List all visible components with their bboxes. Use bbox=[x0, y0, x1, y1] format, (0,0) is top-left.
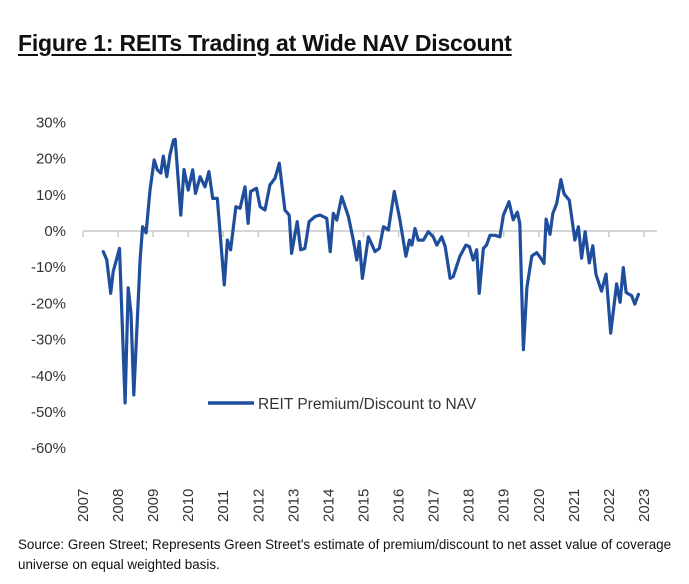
y-tick-label: -40% bbox=[31, 368, 66, 385]
x-tick-label: 2022 bbox=[601, 489, 618, 522]
y-tick-label: 0% bbox=[44, 223, 66, 240]
y-tick-label: -20% bbox=[31, 295, 66, 312]
x-tick-label: 2013 bbox=[285, 489, 302, 522]
y-axis-ticks: 30% 20% 10% 0% -10% -20% -30% -40% -50% -60% bbox=[31, 114, 66, 457]
x-tick-label: 2011 bbox=[215, 490, 232, 522]
x-tick-label: 2017 bbox=[426, 489, 443, 522]
legend: REIT Premium/Discount to NAV bbox=[208, 396, 477, 413]
series-lines bbox=[101, 137, 640, 405]
y-tick-label: -10% bbox=[31, 259, 66, 276]
y-tick-label: -30% bbox=[31, 332, 66, 349]
y-tick-label: 20% bbox=[36, 151, 66, 168]
x-tick-label: 2008 bbox=[110, 489, 127, 522]
y-tick-label: -60% bbox=[31, 440, 66, 457]
y-tick-label: 30% bbox=[36, 114, 66, 131]
x-tick-label: 2020 bbox=[531, 489, 548, 522]
x-tick-label: 2015 bbox=[355, 489, 372, 522]
x-tick-label: 2010 bbox=[180, 489, 197, 522]
y-tick-label: 10% bbox=[36, 187, 66, 204]
x-axis-tick-labels: 2007 2008 2009 2010 2011 2012 2013 2014 2015 2016… bbox=[75, 489, 653, 522]
source-footnote: Source: Green Street; Represents Green S… bbox=[18, 537, 672, 572]
x-tick-label: 2014 bbox=[320, 489, 337, 522]
x-tick-label: 2023 bbox=[636, 489, 653, 522]
x-tick-label: 2021 bbox=[566, 489, 583, 522]
x-tick-label: 2018 bbox=[461, 489, 478, 522]
x-tick-label: 2009 bbox=[145, 489, 162, 522]
x-tick-label: 2012 bbox=[250, 489, 267, 522]
x-tick-label: 2019 bbox=[496, 489, 513, 522]
figure-title: Figure 1: REITs Trading at Wide NAV Disc… bbox=[18, 30, 512, 56]
legend-label: REIT Premium/Discount to NAV bbox=[258, 396, 477, 413]
x-tick-label: 2016 bbox=[391, 489, 408, 522]
y-tick-label: -50% bbox=[31, 404, 66, 421]
series-line-reit-premium-discount bbox=[101, 137, 640, 405]
x-axis bbox=[82, 230, 657, 237]
x-tick-label: 2007 bbox=[75, 489, 92, 522]
